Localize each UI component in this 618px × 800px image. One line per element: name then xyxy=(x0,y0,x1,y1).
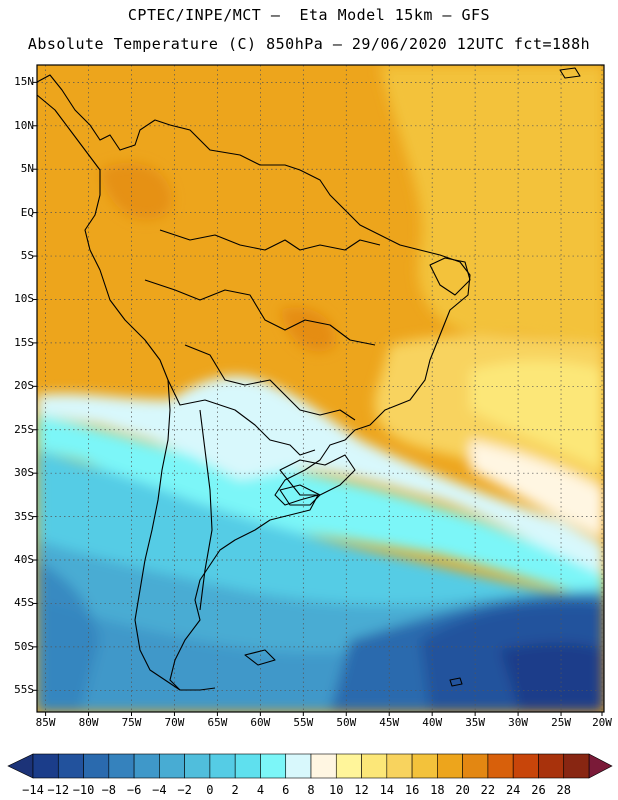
chart-title-line2: Absolute Temperature (C) 850hPa – 29/06/… xyxy=(27,35,591,53)
lon-label: 50W xyxy=(336,716,357,729)
lat-label: EQ xyxy=(20,205,34,219)
lat-label: 5S xyxy=(20,249,34,263)
colorbar-label: 8 xyxy=(307,783,315,797)
colorbar-label: 26 xyxy=(531,783,546,797)
colorbar-label: −2 xyxy=(177,783,192,797)
lat-label: 50S xyxy=(14,639,34,653)
lon-label: 45W xyxy=(379,716,400,729)
colorbar-label: 0 xyxy=(206,783,214,797)
lat-lon-grid xyxy=(37,65,604,712)
colorbar-label: 20 xyxy=(455,783,470,797)
colorbar-label: −12 xyxy=(47,783,70,797)
colorbar-label: 22 xyxy=(480,783,496,797)
lon-label: 65W xyxy=(207,716,228,729)
lon-label: 80W xyxy=(78,716,99,729)
lon-label: 30W xyxy=(508,716,529,729)
lat-label: 55S xyxy=(14,683,34,697)
lon-label: 35W xyxy=(465,716,486,729)
lat-label: 35S xyxy=(14,509,34,523)
lon-label: 85W xyxy=(35,716,56,729)
colorbar-label: −4 xyxy=(152,783,167,797)
lon-label: 55W xyxy=(293,716,314,729)
colorbar-label: 18 xyxy=(430,783,445,797)
colorbar-label: 16 xyxy=(404,783,420,797)
lat-label: 40S xyxy=(14,553,34,567)
lon-label: 40W xyxy=(422,716,443,729)
lat-label: 20S xyxy=(14,379,34,393)
coastline xyxy=(36,67,581,691)
colorbar-label: 2 xyxy=(231,783,239,797)
lat-label: 15N xyxy=(14,75,34,89)
colorbar-label: 14 xyxy=(379,783,395,797)
lat-label: 30S xyxy=(14,466,34,480)
lon-label: 75W xyxy=(121,716,142,729)
lon-label: 25W xyxy=(551,716,571,729)
colorbar-label: 6 xyxy=(282,783,290,797)
lon-label: 70W xyxy=(164,716,185,729)
colorbar-label: 12 xyxy=(354,783,369,797)
lat-label: 25S xyxy=(14,422,34,436)
temperature-field xyxy=(37,65,604,712)
colorbar-label: −14 xyxy=(22,783,44,797)
colorbar-label: −6 xyxy=(126,783,142,797)
lat-label: 5N xyxy=(20,162,34,176)
lat-label: 10N xyxy=(14,118,34,132)
axis-ticks xyxy=(33,81,603,716)
lat-label: 10S xyxy=(14,292,34,306)
map-frame xyxy=(36,64,605,713)
colorbar-label: −10 xyxy=(72,783,95,797)
lon-label: 20W xyxy=(592,716,612,729)
colorbar-label: 24 xyxy=(505,783,521,797)
lat-label: 15S xyxy=(14,335,34,349)
chart-title-line1: CPTEC/INPE/MCT – Eta Model 15km – GFS xyxy=(127,6,491,24)
colorbar-label: 28 xyxy=(556,783,571,797)
colorbar-label: 4 xyxy=(256,783,265,797)
colorbar-label: −8 xyxy=(101,783,117,797)
colorbar-label: 10 xyxy=(329,783,344,797)
lon-label: 60W xyxy=(250,716,271,729)
lat-label: 45S xyxy=(14,596,34,610)
